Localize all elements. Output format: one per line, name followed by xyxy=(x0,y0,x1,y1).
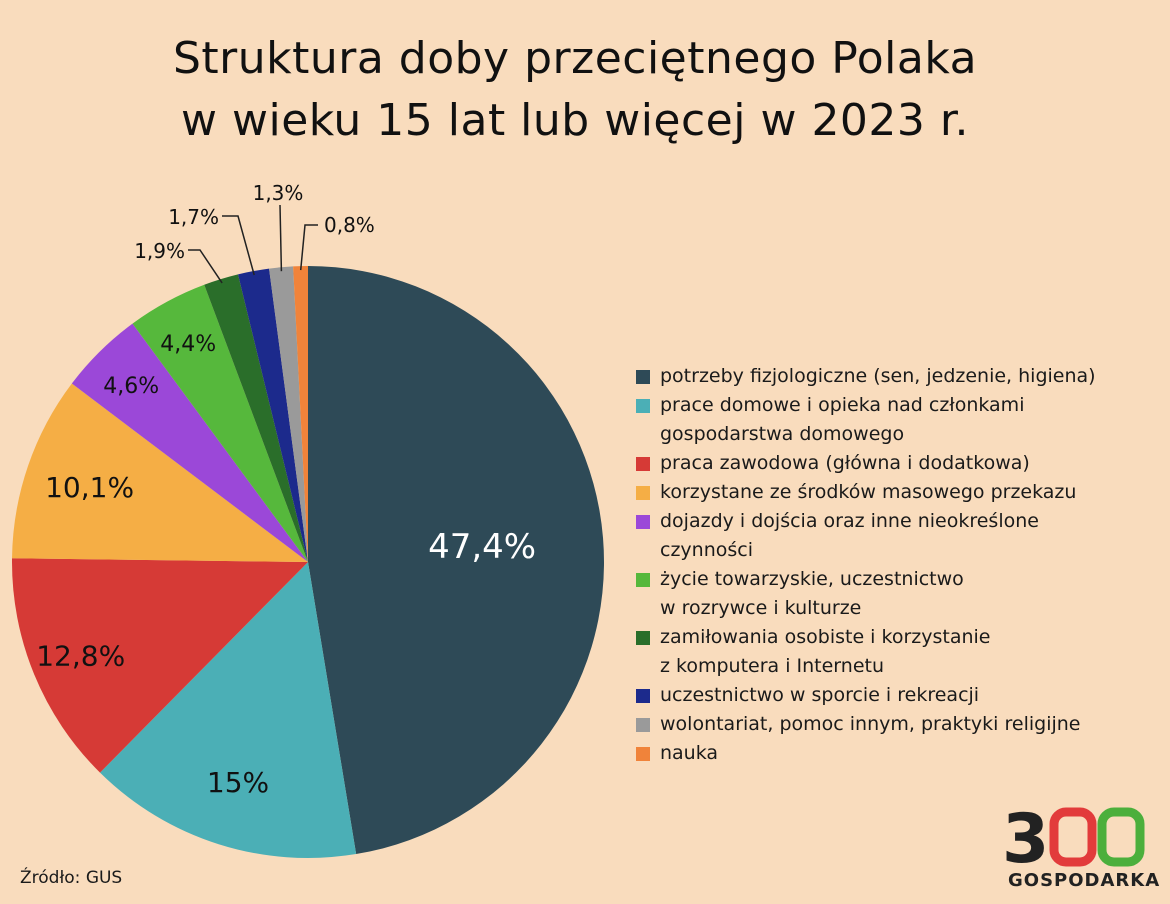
pie-slice-10 xyxy=(293,266,308,562)
pie-slice-5 xyxy=(71,323,308,562)
pie-leader-line-7 xyxy=(188,249,223,284)
legend-swatch xyxy=(636,631,650,645)
logo-text: GOSPODARKA xyxy=(1008,870,1161,891)
legend-label: dojazdy i dojścia oraz inne nieokreślone… xyxy=(660,510,1039,561)
legend-item-3: praca zawodowa (główna i dodatkowa) xyxy=(636,449,1166,478)
legend-item-2: prace domowe i opieka nad członkami gosp… xyxy=(636,391,1166,449)
pie-slices xyxy=(11,266,605,858)
legend-swatch xyxy=(636,515,650,529)
legend-label: uczestnictwo w sporcie i rekreacji xyxy=(660,684,980,706)
logo-300-gospodarka: 3 GOSPODARKA xyxy=(1000,806,1159,896)
legend-label: nauka xyxy=(660,742,719,764)
chart-title-line-2: w wieku 15 lat lub więcej w 2023 r. xyxy=(181,95,969,146)
legend-label: praca zawodowa (główna i dodatkowa) xyxy=(660,452,1030,474)
legend-label: życie towarzyskie, uczestnictwo w rozryw… xyxy=(660,568,964,619)
pie-leader-line-10 xyxy=(299,224,318,271)
pie-leader-line-8 xyxy=(222,215,255,276)
logo-digits: 3 xyxy=(1002,806,1145,868)
legend-item-6: życie towarzyskie, uczestnictwo w rozryw… xyxy=(636,565,1166,623)
pie-data-label-8: 1,7% xyxy=(168,205,219,229)
legend-item-1: potrzeby fizjologiczne (sen, jedzenie, h… xyxy=(636,362,1166,391)
legend-item-4: korzystane ze środków masowego przekazu xyxy=(636,478,1166,507)
legend-item-8: uczestnictwo w sporcie i rekreacji xyxy=(636,681,1166,710)
pie-slice-7 xyxy=(204,274,308,562)
pie-data-label-10: 0,8% xyxy=(324,213,375,237)
legend-swatch xyxy=(636,486,650,500)
pie-data-label-2: 15% xyxy=(207,766,269,799)
legend-swatch xyxy=(636,747,650,761)
pie-slice-2 xyxy=(100,562,357,858)
chart-title-line-1: Struktura doby przeciętnego Polaka xyxy=(172,33,978,84)
pie-slice-8 xyxy=(238,268,308,562)
logo-digit-0-green xyxy=(1097,807,1145,867)
pie-slice-9 xyxy=(269,266,308,562)
pie-slice-4 xyxy=(12,383,309,562)
legend-label: prace domowe i opieka nad członkami gosp… xyxy=(660,394,1025,445)
pie-data-label-6: 4,4% xyxy=(160,332,216,357)
legend-swatch xyxy=(636,689,650,703)
legend-swatch xyxy=(636,370,650,384)
pie-data-label-5: 4,6% xyxy=(103,374,159,399)
logo-digit-0-red xyxy=(1049,807,1097,867)
pie-data-label-1: 47,4% xyxy=(428,527,536,567)
legend-swatch xyxy=(636,718,650,732)
pie-slice-3 xyxy=(11,558,309,773)
pie-data-label-3: 12,8% xyxy=(36,639,125,672)
pie-leader-lines xyxy=(188,204,318,284)
pie-leader-line-9 xyxy=(279,204,283,272)
legend-label: korzystane ze środków masowego przekazu xyxy=(660,481,1077,503)
legend-swatch xyxy=(636,457,650,471)
pie-slice-1 xyxy=(308,266,605,855)
pie-data-labels: 47,4% 15% 12,8% 10,1% 4,6%4,4% 1,9% 1,7% 1,3% 0,… xyxy=(36,181,536,799)
pie-slice-6 xyxy=(132,284,308,562)
legend-swatch xyxy=(636,399,650,413)
legend-item-9: wolontariat, pomoc innym, praktyki relig… xyxy=(636,710,1166,739)
legend-item-10: nauka xyxy=(636,739,1166,768)
logo-digit-3: 3 xyxy=(1002,806,1049,868)
pie-data-label-9: 1,3% xyxy=(253,181,304,205)
pie-data-label-7: 1,9% xyxy=(134,239,185,263)
chart-legend: potrzeby fizjologiczne (sen, jedzenie, h… xyxy=(636,362,1166,768)
legend-item-7: zamiłowania osobiste i korzystanie z kom… xyxy=(636,623,1166,681)
legend-label: potrzeby fizjologiczne (sen, jedzenie, h… xyxy=(660,365,1096,387)
legend-item-5: dojazdy i dojścia oraz inne nieokreślone… xyxy=(636,507,1166,565)
pie-data-label-4: 10,1% xyxy=(45,471,134,504)
source-note: Źródło: GUS xyxy=(20,868,123,888)
legend-swatch xyxy=(636,573,650,587)
legend-label: wolontariat, pomoc innym, praktyki relig… xyxy=(660,713,1081,735)
chart-title: Struktura doby przeciętnego Polaka w wie… xyxy=(0,28,1150,152)
legend-label: zamiłowania osobiste i korzystanie z kom… xyxy=(660,626,991,677)
